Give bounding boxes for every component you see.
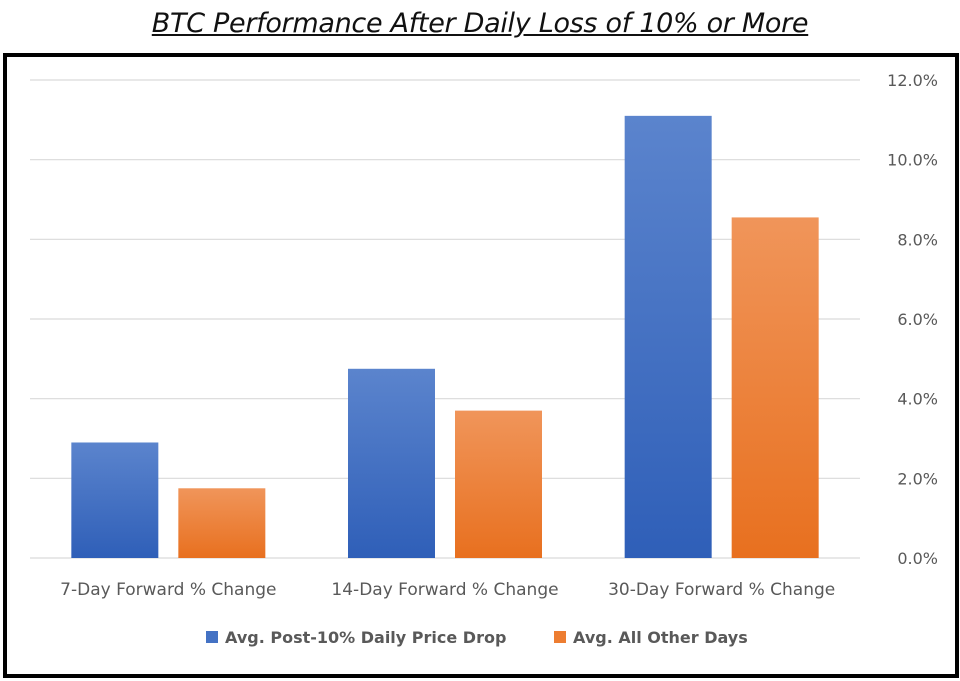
legend-swatch: [206, 631, 218, 643]
bars: [71, 115, 819, 559]
y-tick-label: 4.0%: [897, 390, 938, 409]
y-tick-label: 8.0%: [897, 230, 938, 249]
x-category-label: 14-Day Forward % Change: [331, 580, 558, 600]
y-tick-label: 10.0%: [887, 151, 938, 170]
gridlines: [30, 79, 860, 559]
y-tick-label: 0.0%: [897, 549, 938, 568]
legend: Avg. Post-10% Daily Price Drop Avg. All O…: [206, 628, 748, 647]
bar-other-days: [731, 217, 819, 559]
y-tick-label: 6.0%: [897, 310, 938, 329]
legend-label: Avg. All Other Days: [573, 628, 748, 647]
x-category-label: 30-Day Forward % Change: [608, 580, 835, 600]
y-tick-label: 12.0%: [887, 71, 938, 90]
bar-post-drop: [348, 368, 435, 558]
y-axis-ticks: 0.0% 2.0% 4.0% 6.0% 8.0% 10.0% 12.0%: [887, 71, 938, 568]
bar-post-drop: [624, 115, 712, 558]
bar-other-days: [455, 410, 542, 558]
bar-post-drop: [71, 442, 159, 558]
bar-other-days: [178, 488, 266, 558]
chart-title: BTC Performance After Daily Loss of 10% …: [151, 8, 809, 39]
x-axis-categories: 7-Day Forward % Change 14-Day Forward % C…: [60, 580, 835, 600]
legend-swatch: [554, 631, 566, 643]
x-category-label: 7-Day Forward % Change: [60, 580, 276, 600]
legend-label: Avg. Post-10% Daily Price Drop: [225, 628, 506, 647]
y-tick-label: 2.0%: [897, 469, 938, 488]
